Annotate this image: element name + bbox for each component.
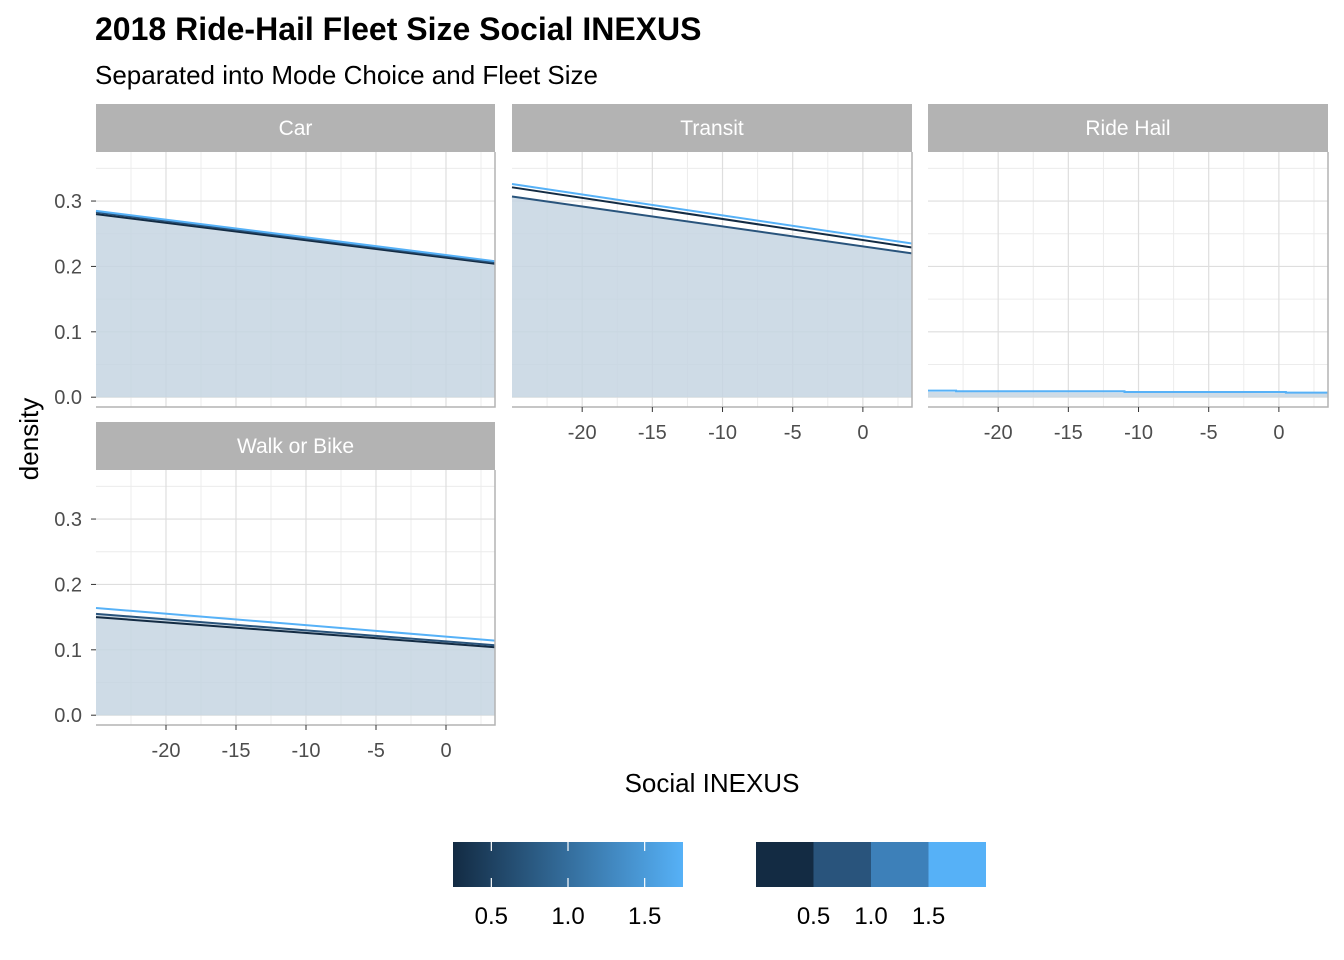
y-axis-title: density: [14, 398, 44, 480]
density-area: [512, 196, 912, 398]
x-tick-label: -10: [1124, 422, 1153, 444]
facet-strip-label: Walk or Bike: [237, 435, 354, 458]
density-area: [928, 391, 1328, 398]
legend-step-label: 1.5: [912, 903, 945, 930]
x-tick-label: -20: [568, 422, 597, 444]
panel-border: [512, 152, 913, 408]
facet-strip: [928, 104, 1328, 152]
density-area: [96, 212, 495, 398]
legend-colorbar-label: 1.0: [551, 903, 584, 930]
y-tick-label: 0.1: [54, 640, 82, 662]
x-tick-label: 0: [1273, 422, 1284, 444]
y-tick-label: 0.2: [54, 256, 82, 278]
legend-steps: 0.5 1.0 1.5: [756, 842, 986, 930]
y-tick-label: 0.3: [54, 509, 82, 531]
x-tick-label: -5: [784, 422, 802, 444]
x-axis-title: Social INEXUS: [625, 768, 800, 798]
legend-step-swatch: [928, 842, 986, 887]
density-line-fleet-0-5: [511, 186, 913, 249]
x-tick-label: -10: [708, 422, 737, 444]
x-tick-label: 0: [857, 422, 868, 444]
legend-step-swatch: [871, 842, 929, 887]
chart-title: 2018 Ride-Hail Fleet Size Social INEXUS: [95, 11, 701, 47]
panel-border: [96, 470, 496, 726]
legend-step-swatch: [813, 842, 871, 887]
panel-border: [96, 152, 496, 408]
density-line-fleet-1-5: [95, 606, 496, 642]
facet-strip-label: Ride Hail: [1085, 117, 1170, 140]
facet-car: Car 0.0 0.1 0.2 0.3: [54, 104, 496, 409]
y-tick-label: 0.3: [54, 191, 82, 213]
x-tick-label: -20: [984, 422, 1013, 444]
facet-strip-label: Car: [279, 117, 313, 140]
chart-subtitle: Separated into Mode Choice and Fleet Siz…: [95, 60, 598, 90]
facet-strip: [96, 422, 495, 470]
legend-step-label: 1.0: [854, 903, 887, 930]
y-tick-label: 0.1: [54, 322, 82, 344]
density-line-fleet-0-5: [95, 213, 496, 265]
density-line-fleet-1: [95, 612, 496, 647]
legend-colorbar-label: 0.5: [475, 903, 508, 930]
facet-strip: [96, 104, 495, 152]
legend-step-swatch: [756, 842, 814, 887]
density-line-fleet-1-5: [95, 209, 496, 263]
y-tick-label: 0.2: [54, 574, 82, 596]
density-line-fleet-1: [95, 211, 496, 264]
facet-strip: [512, 104, 912, 152]
legend-colorbar: 0.5 1.0 1.5: [453, 842, 683, 930]
density-line-fleet-1-5: [928, 389, 1328, 394]
facet-transit: Transit -20 -15 -10 -5 0: [511, 104, 913, 444]
x-tick-label: -5: [1200, 422, 1218, 444]
facet-strip-label: Transit: [680, 117, 744, 140]
y-tick-label: 0.0: [54, 387, 82, 409]
x-tick-label: -10: [292, 740, 321, 762]
legend-colorbar-label: 1.5: [628, 903, 661, 930]
x-tick-label: 0: [440, 740, 451, 762]
legend: 0.5 1.0 1.5 0.5 1.0 1.5: [453, 842, 986, 930]
legend-step-label: 0.5: [797, 903, 830, 930]
x-tick-label: -20: [152, 740, 181, 762]
x-tick-label: -15: [1054, 422, 1083, 444]
density-line-fleet-0-5: [95, 616, 496, 649]
x-tick-label: -15: [222, 740, 251, 762]
facet-ride-hail: Ride Hail -20 -15 -10 -5 0: [928, 104, 1329, 444]
x-tick-label: -5: [367, 740, 385, 762]
panel-background: [928, 152, 1328, 407]
facet-walk-or-bike: Walk or Bike 0.0 0.1 0.2 0.3 -20 -15 -10 -5 0: [54, 422, 496, 762]
panel-border: [928, 152, 1329, 408]
density-line-fleet-1-5: [511, 183, 913, 245]
x-tick-label: -15: [638, 422, 667, 444]
density-line-fleet-1: [511, 195, 913, 255]
y-tick-label: 0.0: [54, 705, 82, 727]
